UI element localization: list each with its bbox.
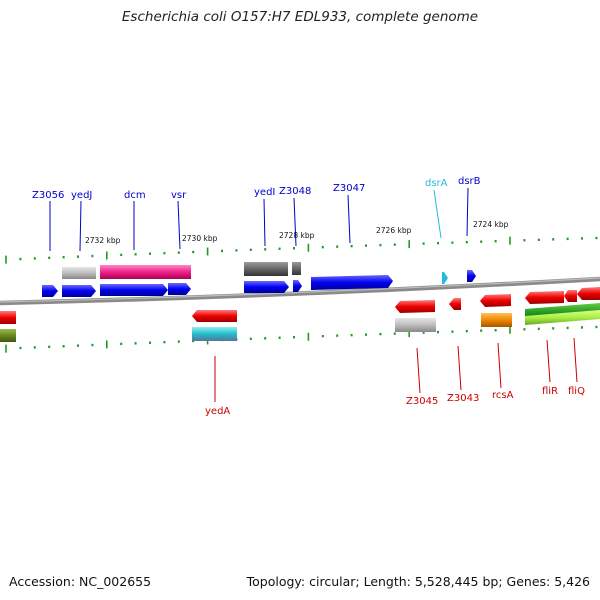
gene-arrow[interactable] [42, 285, 58, 297]
inner-tick-row [5, 325, 598, 353]
genome-backbone [0, 276, 600, 306]
bottom-feature-track [0, 303, 600, 342]
top-leader-lines [49, 187, 469, 252]
genome-summary-text: Topology: circular; Length: 5,528,445 bp… [246, 574, 590, 589]
gene-arrow[interactable] [395, 300, 435, 313]
gene-label[interactable]: Z3045 [406, 396, 438, 407]
gene-feature[interactable] [525, 310, 600, 325]
gene-arrow[interactable] [244, 281, 289, 293]
gene-arrow[interactable] [293, 280, 302, 292]
gene-label[interactable]: Z3047 [333, 183, 365, 194]
ruler-label: 2728 kbp [279, 231, 315, 240]
ruler-label: 2724 kbp [473, 220, 509, 229]
reverse-gene-track [0, 287, 600, 324]
gene-arrow[interactable] [168, 283, 191, 295]
outer-tick-row [5, 236, 598, 264]
gene-arrow[interactable] [442, 272, 448, 284]
gene-arrow[interactable] [577, 287, 600, 300]
gene-arrow[interactable] [62, 285, 96, 297]
bottom-gene-labels: yedA Z3045 Z3043 rcsA fliR fliQ [205, 386, 585, 417]
gene-label[interactable]: dcm [124, 190, 146, 201]
gene-feature[interactable] [395, 318, 436, 332]
gene-feature[interactable] [100, 265, 191, 279]
ruler-label: 2730 kbp [182, 234, 218, 243]
gene-arrow[interactable] [449, 298, 461, 310]
gene-label[interactable]: rcsA [492, 390, 514, 401]
gene-arrow[interactable] [480, 294, 511, 307]
gene-feature[interactable] [192, 327, 237, 341]
gene-arrow[interactable] [467, 270, 476, 282]
gene-label[interactable]: yedJ [71, 190, 92, 201]
gene-label[interactable]: fliQ [568, 386, 585, 397]
gene-label[interactable]: Z3056 [32, 190, 64, 201]
gene-arrow[interactable] [192, 310, 237, 322]
gene-arrow[interactable] [564, 290, 577, 302]
accession-text: Accession: NC_002655 [9, 574, 152, 589]
gene-label[interactable]: Z3043 [447, 393, 479, 404]
top-gene-labels: Z3056 yedJ dcm vsr yedI Z3048 Z3047 dsrA… [32, 176, 481, 201]
gene-feature[interactable] [292, 262, 301, 275]
ruler-label: 2732 kbp [85, 236, 121, 245]
gene-arrow[interactable] [525, 291, 564, 304]
gene-label[interactable]: Z3048 [279, 186, 311, 197]
gene-arrow[interactable] [100, 284, 168, 296]
gene-label[interactable]: vsr [171, 190, 187, 201]
gene-label[interactable]: yedA [205, 406, 230, 417]
gene-label[interactable]: dsrA [425, 178, 448, 189]
gene-feature[interactable] [0, 329, 16, 342]
ruler-labels: 2732 kbp 2730 kbp 2728 kbp 2726 kbp 2724… [85, 220, 509, 245]
gene-arrow[interactable] [0, 311, 16, 324]
gene-feature[interactable] [62, 267, 96, 279]
forward-gene-track [42, 270, 476, 297]
gene-feature[interactable] [481, 313, 512, 327]
gene-arrow[interactable] [311, 275, 393, 290]
gene-feature[interactable] [244, 262, 288, 276]
gene-label[interactable]: yedI [254, 187, 275, 198]
map-title: Escherichia coli O157:H7 EDL933, complet… [121, 9, 479, 25]
gene-label[interactable]: dsrB [458, 176, 481, 187]
ruler-label: 2726 kbp [376, 226, 412, 235]
gene-label[interactable]: fliR [542, 386, 558, 397]
bottom-leader-lines [214, 337, 578, 402]
top-feature-track [62, 262, 301, 279]
